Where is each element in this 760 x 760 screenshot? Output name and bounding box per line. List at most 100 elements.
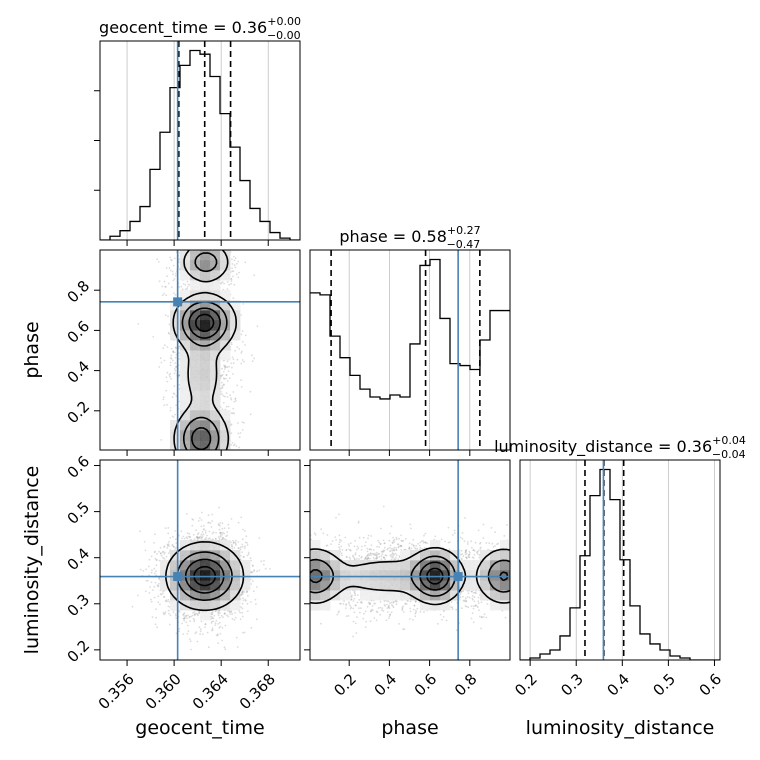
sample-point: [198, 536, 201, 539]
sample-point: [187, 283, 190, 286]
sample-point: [262, 563, 265, 566]
sample-point: [168, 374, 171, 376]
sample-point: [162, 398, 165, 401]
sample-point: [157, 601, 160, 604]
sample-point: [178, 374, 181, 376]
sample-point: [208, 537, 211, 540]
sample-point: [174, 548, 177, 550]
sample-point: [185, 615, 188, 617]
sample-point: [240, 379, 242, 381]
sample-point: [173, 545, 175, 548]
sample-point: [150, 600, 153, 603]
sample-point: [244, 545, 246, 548]
sample-point: [219, 522, 222, 524]
sample-point: [231, 412, 234, 415]
sample-point: [208, 521, 210, 524]
sample-point: [174, 274, 177, 277]
sample-point: [155, 616, 158, 619]
sample-point: [186, 537, 189, 540]
sample-point: [221, 527, 224, 530]
sample-point: [202, 533, 205, 536]
density-cell: [220, 330, 231, 341]
sample-point: [178, 352, 181, 355]
sample-point: [253, 274, 256, 277]
density-cell: [220, 250, 231, 261]
sample-point: [152, 336, 155, 338]
sample-point: [214, 537, 217, 540]
sample-point: [193, 538, 196, 540]
sample-point: [251, 571, 254, 574]
sample-point: [166, 600, 169, 603]
sample-point: [173, 393, 176, 395]
sample-point: [249, 413, 252, 416]
sample-point: [241, 330, 244, 332]
x-tick-label: 0.6: [696, 670, 726, 700]
sample-point: [232, 391, 235, 393]
sample-point: [240, 350, 243, 353]
density-cell: [190, 410, 201, 421]
sample-point: [226, 534, 229, 537]
sample-point: [178, 630, 180, 633]
sample-point: [241, 359, 244, 361]
sample-point: [219, 531, 222, 534]
sample-point: [235, 544, 237, 546]
sample-point: [155, 608, 158, 610]
sample-point: [185, 621, 188, 624]
sample-point: [169, 372, 172, 375]
sample-point: [199, 535, 202, 538]
sample-point: [157, 585, 160, 587]
sample-point: [224, 364, 227, 367]
sample-point: [160, 593, 163, 596]
sample-point: [169, 364, 172, 367]
sample-point: [151, 616, 154, 618]
sample-point: [171, 270, 174, 273]
sample-point: [192, 611, 194, 614]
sample-point: [158, 582, 160, 585]
sample-point: [154, 533, 156, 536]
x-tick-label: 0.2: [511, 670, 541, 700]
sample-point: [183, 615, 186, 617]
title-main: luminosity_distance = 0.36: [494, 437, 712, 457]
density-cell: [190, 400, 201, 411]
sample-point: [231, 547, 234, 550]
sample-point: [230, 362, 233, 365]
sample-point: [237, 521, 240, 524]
sample-point: [223, 364, 226, 367]
sample-point: [218, 524, 220, 526]
sample-point: [251, 360, 254, 363]
title-upper: +0.27: [447, 224, 481, 237]
sample-point: [166, 545, 169, 547]
sample-point: [220, 374, 223, 377]
sample-point: [227, 405, 230, 408]
sample-point: [197, 520, 200, 522]
sample-point: [184, 616, 186, 619]
sample-point: [245, 535, 248, 538]
sample-point: [175, 395, 178, 397]
sample-point: [170, 357, 173, 360]
sample-point: [232, 275, 234, 278]
sample-point: [211, 611, 213, 614]
density-cell: [190, 340, 201, 351]
sample-point: [226, 280, 229, 283]
sample-point: [185, 536, 188, 539]
sample-point: [192, 519, 195, 521]
density-cell: [200, 380, 211, 391]
density-cell: [190, 440, 201, 450]
sample-point: [216, 633, 219, 636]
sample-point: [254, 598, 257, 601]
density-cell: [200, 270, 211, 281]
sample-point: [231, 258, 233, 261]
sample-point: [241, 615, 244, 618]
sample-point: [178, 374, 181, 377]
sample-point: [158, 280, 161, 283]
sample-point: [156, 626, 159, 629]
sample-point: [222, 371, 225, 373]
sample-point: [214, 610, 217, 613]
sample-point: [244, 344, 247, 346]
sample-point: [228, 611, 231, 614]
sample-point: [235, 400, 237, 402]
sample-point: [145, 568, 148, 571]
sample-point: [233, 546, 236, 549]
density-cell: [190, 360, 201, 371]
density-cell: [210, 320, 221, 331]
